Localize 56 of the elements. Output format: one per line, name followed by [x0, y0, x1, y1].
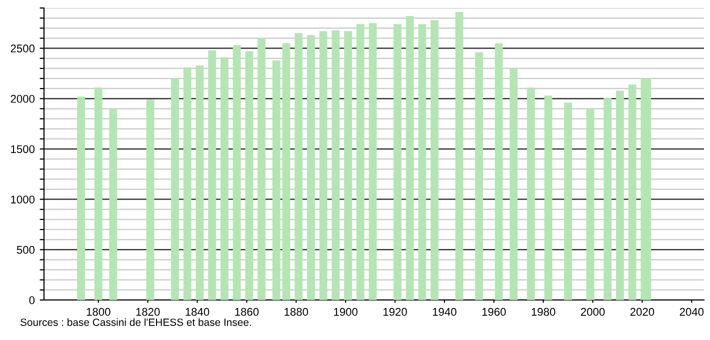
bar — [208, 50, 216, 300]
bar — [258, 38, 266, 300]
bar — [475, 52, 484, 300]
bar — [368, 23, 377, 300]
x-tick-label: 1920 — [384, 308, 407, 316]
bar — [544, 96, 552, 300]
bar — [245, 51, 254, 300]
x-tick-label: 2040 — [680, 308, 704, 316]
bar — [510, 68, 518, 300]
bar — [564, 102, 572, 300]
bar — [77, 96, 86, 300]
y-tick-label: 1000 — [11, 196, 35, 204]
bar — [94, 88, 102, 300]
bar — [344, 31, 352, 300]
bar — [332, 30, 340, 300]
bar — [307, 35, 315, 300]
x-tick-label: 1860 — [235, 308, 259, 316]
bar — [586, 108, 594, 300]
bar — [406, 16, 414, 300]
x-tick-label: 2020 — [630, 308, 654, 316]
bar — [394, 24, 402, 300]
bar — [171, 78, 179, 300]
bar — [294, 33, 303, 300]
bar — [232, 45, 241, 300]
x-tick-label: 1960 — [482, 308, 506, 316]
x-tick-label: 1840 — [186, 308, 210, 316]
bar — [430, 20, 439, 300]
bar — [494, 43, 503, 300]
bar — [356, 24, 364, 300]
bar — [604, 98, 612, 300]
bar — [272, 60, 280, 300]
y-tick-label: 2500 — [10, 44, 35, 52]
bar — [319, 31, 328, 300]
y-tick-label: 0 — [29, 296, 35, 304]
x-tick-label: 1820 — [136, 308, 160, 316]
x-tick-label: 1800 — [86, 308, 110, 316]
y-tick-label: 2000 — [10, 94, 35, 103]
bar — [418, 24, 426, 300]
x-tick-label: 1980 — [532, 308, 556, 316]
y-tick-label: 500 — [16, 246, 35, 254]
x-tick-label: 1900 — [334, 308, 358, 316]
bar — [628, 84, 636, 300]
x-tick-label: 2000 — [580, 308, 605, 316]
x-tick-label: 1940 — [432, 308, 456, 316]
y-tick-label: 1500 — [11, 145, 35, 154]
bar — [220, 57, 228, 300]
bar — [183, 67, 192, 300]
bar — [527, 88, 535, 300]
bar — [196, 65, 204, 300]
bar — [455, 12, 464, 300]
bar — [282, 43, 290, 300]
bar — [616, 90, 624, 300]
x-tick-label: 1880 — [284, 308, 308, 316]
source-note: Sources : base Cassini de l'EHESS et base Insee. — [20, 318, 251, 326]
bar — [146, 100, 154, 300]
bar — [109, 108, 118, 300]
